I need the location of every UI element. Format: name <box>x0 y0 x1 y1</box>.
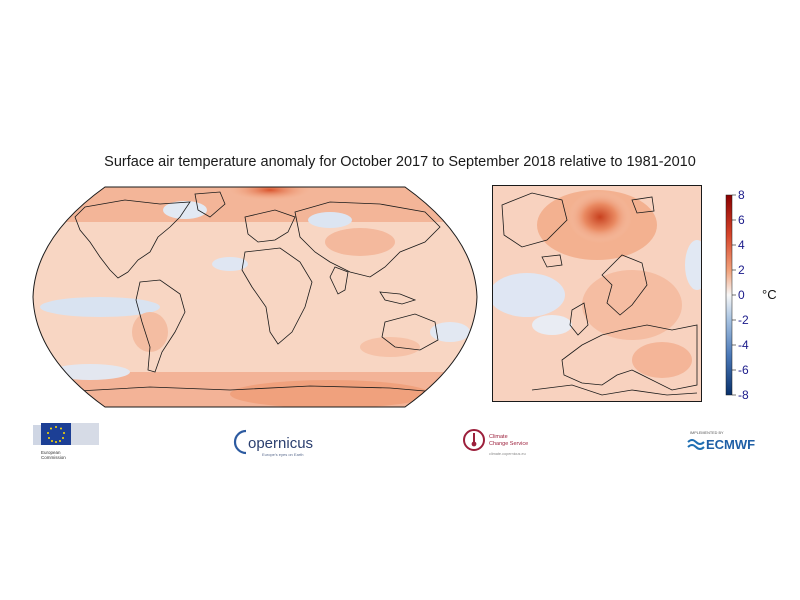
copernicus-word: opernicus <box>248 435 313 452</box>
colorbar-tick-label: 6 <box>738 213 745 227</box>
colorbar-tick-label: -6 <box>738 363 749 377</box>
c3s-line1: Climate <box>489 434 508 440</box>
colorbar-ticks: 8 6 4 2 0 -2 -4 -6 -8 <box>732 188 749 402</box>
colorbar-unit: °C <box>762 287 777 302</box>
eu-text-line1: European <box>41 450 61 455</box>
c3s-thermometer-icon <box>463 429 485 451</box>
copernicus-tagline: Europe's eyes on Earth <box>262 452 303 457</box>
ecmwf-wave-icon <box>687 439 705 450</box>
copernicus-logo: opernicus Europe's eyes on Earth <box>232 425 352 459</box>
colorbar-tick-label: -4 <box>738 338 749 352</box>
colorbar-tick-label: 2 <box>738 263 745 277</box>
c3s-logo: Climate Change Service climate.copernicu… <box>462 425 572 461</box>
colorbar-tick-label: 4 <box>738 238 745 252</box>
c3s-url: climate.copernicus.eu <box>489 452 526 456</box>
copernicus-c-icon <box>233 429 247 455</box>
world-map <box>32 186 478 408</box>
eu-flag-icon: European Commission <box>33 423 99 460</box>
colorbar-tick-label: -2 <box>738 313 749 327</box>
c3s-line2: Change Service <box>489 441 528 447</box>
europe-inset-map <box>492 185 702 402</box>
eu-commission-logo: European Commission <box>33 423 105 463</box>
colorbar-legend: 8 6 4 2 0 -2 -4 -6 -8 °C <box>725 188 777 402</box>
ecmwf-logo: IMPLEMENTED BY ECMWF <box>686 428 770 454</box>
page-title: Surface air temperature anomaly for Octo… <box>104 154 696 170</box>
ecmwf-word: ECMWF <box>706 437 755 452</box>
ecmwf-prefix: IMPLEMENTED BY <box>690 431 724 435</box>
colorbar-tick-label: -8 <box>738 388 749 402</box>
eu-text-line2: Commission <box>41 455 66 460</box>
colorbar-tick-label: 8 <box>738 188 745 202</box>
colorbar-tick-label: 0 <box>738 288 745 302</box>
